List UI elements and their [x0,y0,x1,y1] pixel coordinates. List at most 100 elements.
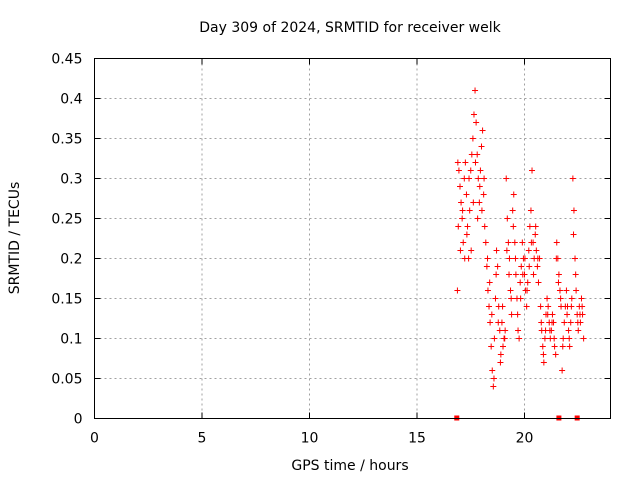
data-point [493,271,500,278]
data-point [499,303,506,310]
data-point [506,271,513,278]
data-point [454,287,461,294]
data-point [517,295,524,302]
data-point [540,351,547,358]
data-point [549,319,556,326]
data-point [576,311,583,318]
data-point [534,263,541,270]
data-point [484,255,491,262]
data-point [473,119,480,126]
y-tick-label: 0.2 [60,252,82,268]
data-point [501,335,508,342]
data-point [512,271,519,278]
data-point [470,199,477,206]
data-point [521,255,528,262]
data-point [527,207,534,214]
x-tick-label: 15 [408,431,426,447]
data-point [480,191,487,198]
data-point [530,271,537,278]
data-point [560,335,567,342]
data-point [551,343,558,350]
y-tick-label: 0.4 [60,92,82,108]
data-point [467,167,474,174]
data-point [526,223,533,230]
data-point [510,191,517,198]
data-point [580,335,587,342]
data-point [503,175,510,182]
data-point [539,343,546,350]
data-point [457,247,464,254]
data-point [566,343,573,350]
data-point [466,207,473,214]
data-point [459,215,466,222]
data-point [579,303,586,310]
grid-lines [94,58,611,419]
data-point [458,199,465,206]
data-point [478,143,485,150]
data-point [461,255,468,262]
data-point [492,295,499,302]
y-tick-label: 0.25 [51,212,82,228]
data-point [532,231,539,238]
data-point [573,287,580,294]
data-point [454,159,461,166]
data-point [519,239,526,246]
data-point [559,343,566,350]
data-point [490,383,497,390]
y-tick-label: 0.3 [60,172,82,188]
data-point [541,335,548,342]
data-point [532,223,539,230]
y-tick-label: 0 [74,412,83,428]
data-point [477,167,484,174]
data-point [578,295,585,302]
data-point [479,127,486,134]
data-point [569,175,576,182]
data-point [455,167,462,174]
data-point [495,319,502,326]
data-point [488,343,495,350]
data-point [502,327,509,334]
data-point [555,279,562,286]
data-point [459,207,466,214]
data-point [568,295,575,302]
data-point [481,223,488,230]
data-point [526,263,533,270]
data-point [544,295,551,302]
data-point [497,351,504,358]
data-point [557,295,564,302]
data-point [476,199,483,206]
x-tick-label: 10 [301,431,319,447]
data-point [500,343,506,350]
data-point [529,167,536,174]
data-points [454,87,587,421]
data-point [564,311,571,318]
data-point [462,159,469,166]
data-point [538,319,545,326]
data-point [559,367,566,374]
plot-frame [94,58,611,419]
data-point [544,311,551,318]
data-point [535,279,542,286]
data-point [518,263,525,270]
data-point [489,367,496,374]
y-tick-label: 0.1 [60,332,82,348]
x-tick-label: 0 [90,431,99,447]
data-point [469,135,476,142]
data-point [533,247,540,254]
data-point [551,335,558,342]
data-point [455,223,462,230]
data-point [484,287,491,294]
y-tick-label: 0.45 [51,52,82,68]
x-tick-label: 5 [198,431,207,447]
data-point [517,279,524,286]
data-point [478,207,485,214]
data-point [534,255,541,262]
data-point [486,303,493,310]
data-point [468,151,475,158]
data-point [468,247,475,254]
data-point [556,287,563,294]
y-tick-label: 0.15 [51,292,82,308]
data-point [474,151,481,158]
data-point [567,319,574,326]
data-point [537,303,544,310]
